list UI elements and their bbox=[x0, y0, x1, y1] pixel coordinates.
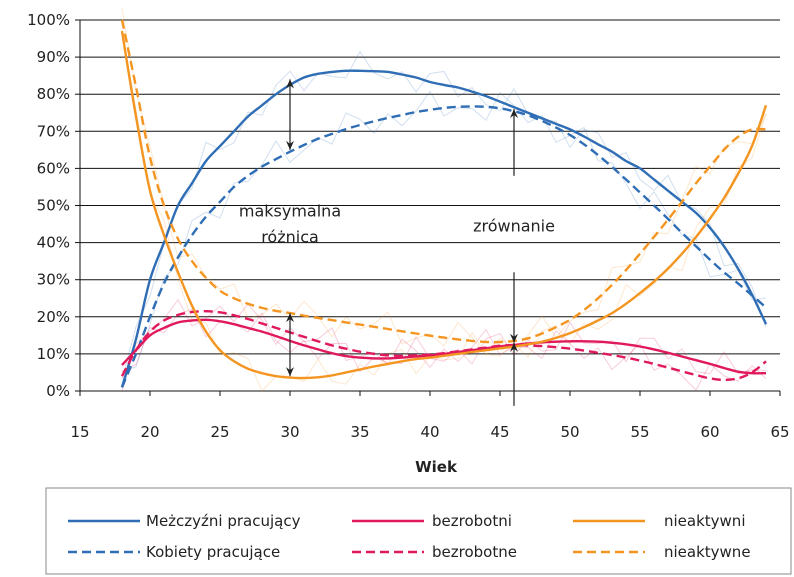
x-tick-label: 20 bbox=[140, 423, 159, 441]
y-tick-label: 40% bbox=[37, 234, 70, 252]
legend-label-kobiety-pracujace: Kobiety pracujące bbox=[146, 543, 280, 561]
y-tick-label: 0% bbox=[46, 382, 70, 400]
axes: 0% 10% 20% 30% 40% 50% 60% 70% 80% 90% 100% 15 20 25 3… bbox=[27, 11, 789, 441]
x-axis-title: Wiek bbox=[415, 458, 458, 476]
y-tick-label: 70% bbox=[37, 122, 70, 140]
raw-noise-kobiety-pracujace bbox=[121, 90, 767, 372]
legend-box bbox=[45, 487, 792, 575]
annotation-texts: maksymalna różnica zrównanie Wiek bbox=[239, 202, 555, 476]
x-tick-label: 55 bbox=[630, 423, 649, 441]
x-tick-label: 30 bbox=[280, 423, 299, 441]
series-line-mezczyzni-pracujacy bbox=[120, 69, 768, 388]
annotation-zrownanie: zrównanie bbox=[473, 216, 555, 235]
x-tick-label: 60 bbox=[700, 423, 719, 441]
raw-noise-bezrobotni bbox=[121, 308, 767, 375]
x-tick-label: 45 bbox=[490, 423, 509, 441]
series-line-kobiety-pracujace bbox=[120, 105, 767, 388]
annotation-maksymalna: maksymalna bbox=[239, 202, 341, 221]
y-tick-label: 50% bbox=[37, 197, 70, 215]
legend-label-bezrobotni: bezrobotni bbox=[432, 512, 512, 530]
raw-noise-nieaktywne bbox=[121, 8, 767, 356]
series-group bbox=[120, 8, 768, 392]
x-tick-label: 35 bbox=[350, 423, 369, 441]
x-tick-label: 65 bbox=[770, 423, 789, 441]
x-tick-label: 50 bbox=[560, 423, 579, 441]
x-tick-label: 15 bbox=[70, 423, 89, 441]
x-tick-label: 40 bbox=[420, 423, 439, 441]
raw-noise-bezrobotne bbox=[121, 298, 767, 392]
legend-label-nieaktywni: nieaktywni bbox=[664, 512, 745, 530]
y-tick-label: 80% bbox=[37, 85, 70, 103]
y-tick-label: 60% bbox=[37, 159, 70, 177]
y-tick-label: 100% bbox=[27, 11, 70, 29]
series-line-nieaktywne bbox=[120, 19, 767, 344]
y-tick-label: 30% bbox=[37, 271, 70, 289]
x-tick-label: 25 bbox=[210, 423, 229, 441]
series-line-bezrobotne bbox=[120, 309, 767, 382]
legend-label-mezczyzni-pracujacy: Meżczyźni pracujący bbox=[146, 512, 301, 530]
y-tick-label: 20% bbox=[37, 308, 70, 326]
legend-label-nieaktywne: nieaktywne bbox=[664, 543, 751, 561]
y-tick-label: 10% bbox=[37, 345, 70, 363]
legend-label-bezrobotne: bezrobotne bbox=[432, 543, 517, 561]
series-line-nieaktywni bbox=[120, 30, 768, 380]
raw-noise-mezczyzni-pracujacy bbox=[121, 50, 767, 380]
annotation-arrows bbox=[286, 79, 518, 406]
y-tick-label: 90% bbox=[37, 48, 70, 66]
legend: Meżczyźni pracujący bezrobotni nieaktywni K… bbox=[45, 487, 792, 575]
annotation-roznica: różnica bbox=[261, 228, 319, 247]
